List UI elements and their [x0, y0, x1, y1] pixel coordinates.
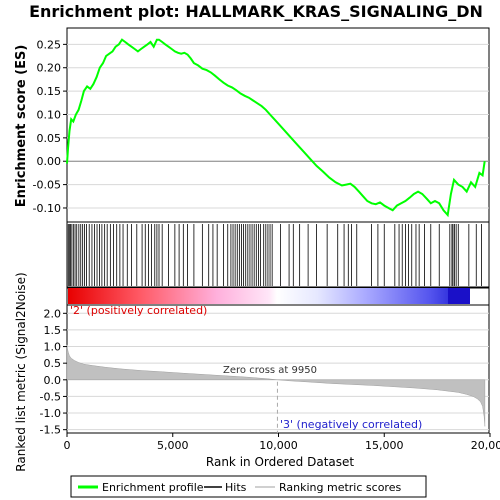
es-y-axis: 0.25 0.20 0.15 0.10 0.05 0.00 -0.05 -0.10 — [33, 38, 67, 215]
legend: Enrichment profile Hits Ranking metric s… — [70, 475, 427, 498]
metric-y-tick-label: 1.5 — [44, 324, 62, 337]
x-tick-label: 20,000 — [471, 439, 500, 452]
es-y-tick-label: 0.20 — [37, 62, 62, 75]
x-tick-label: 5,000 — [157, 439, 189, 452]
metric-y-axis-label: Ranked list metric (Signal2Noise) — [14, 272, 28, 471]
x-tick-label: 10,000 — [259, 439, 298, 452]
x-axis-label: Rank in Ordered Dataset — [206, 455, 354, 469]
metric-y-tick-label: -1.5 — [40, 424, 61, 437]
zero-cross-label: Zero cross at 9950 — [223, 365, 317, 376]
metric-y-tick-label: 2.0 — [44, 307, 62, 320]
enrichment-panel-frame — [66, 27, 490, 223]
ranking-metric-area — [66, 344, 486, 427]
negative-correlated-label: '3' (negatively correlated) — [280, 418, 422, 431]
metric-y-tick-label: 0.0 — [44, 374, 62, 387]
es-y-tick-label: -0.10 — [33, 202, 61, 215]
es-y-tick-label: -0.05 — [33, 179, 61, 192]
metric-panel-frame — [66, 304, 490, 434]
hits-panel-frame — [66, 221, 490, 289]
rank-colorbar-tail — [448, 288, 470, 304]
es-y-tick-label: 0.15 — [37, 85, 62, 98]
enrichment-panel: 0.25 0.20 0.15 0.10 0.05 0.00 -0.05 -0.10 Enric… — [14, 27, 490, 223]
hit-ticks — [67, 224, 482, 286]
es-y-tick-label: 0.00 — [37, 155, 62, 168]
es-y-tick-label: 0.05 — [37, 132, 62, 145]
es-y-axis-label: Enrichment score (ES) — [14, 45, 29, 208]
metric-y-tick-label: -1.0 — [40, 407, 61, 420]
metric-y-axis: 2.0 1.5 1.0 0.5 0.0 -0.5 -1.0 -1.5 — [40, 307, 67, 437]
legend-frame — [70, 475, 427, 498]
metric-y-tick-label: 1.0 — [44, 341, 62, 354]
x-tick-label: 15,000 — [365, 439, 404, 452]
chart-title: Enrichment plot: HALLMARK_KRAS_SIGNALING… — [29, 2, 483, 21]
metric-y-tick-label: -0.5 — [40, 390, 61, 403]
es-y-tick-label: 0.10 — [37, 108, 62, 121]
metric-x-axis: 0 5,000 10,000 15,000 20,000 — [64, 433, 500, 452]
hits-panel — [66, 221, 490, 289]
legend-metric-label: Ranking metric scores — [279, 481, 401, 494]
rank-colorbar — [66, 286, 490, 306]
rank-colorbar-gradient — [68, 288, 470, 304]
es-y-tick-label: 0.25 — [37, 38, 62, 51]
positive-correlated-label: '2' (positively correlated) — [70, 304, 207, 317]
enrichment-profile-line — [66, 38, 486, 218]
legend-enrichment-label: Enrichment profile — [102, 481, 204, 494]
x-tick-label: 0 — [64, 439, 71, 452]
metric-y-tick-label: 0.5 — [44, 357, 62, 370]
legend-hits-label: Hits — [225, 481, 247, 494]
metric-panel: Zero cross at 9950 '2' (positively corre… — [14, 272, 500, 471]
